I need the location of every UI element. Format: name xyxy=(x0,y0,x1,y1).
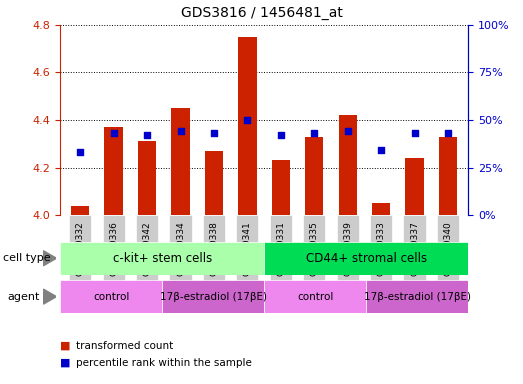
Point xyxy=(377,147,385,154)
Point xyxy=(411,130,419,136)
Text: percentile rank within the sample: percentile rank within the sample xyxy=(76,358,252,368)
Point xyxy=(277,132,285,138)
Text: transformed count: transformed count xyxy=(76,341,173,351)
Bar xyxy=(138,141,156,215)
Bar xyxy=(405,158,424,215)
Bar xyxy=(264,242,468,275)
Point xyxy=(176,128,185,134)
Bar xyxy=(172,108,190,215)
Point xyxy=(444,130,452,136)
Point xyxy=(344,128,352,134)
Text: control: control xyxy=(93,291,129,302)
Bar xyxy=(372,203,390,215)
Bar xyxy=(60,242,264,275)
Text: control: control xyxy=(297,291,333,302)
Text: ■: ■ xyxy=(60,358,71,368)
Bar xyxy=(439,137,457,215)
Text: agent: agent xyxy=(8,291,40,302)
Point xyxy=(310,130,319,136)
Bar xyxy=(205,151,223,215)
Point xyxy=(76,149,84,156)
Bar xyxy=(305,137,323,215)
Text: ■: ■ xyxy=(60,341,71,351)
Text: GDS3816 / 1456481_at: GDS3816 / 1456481_at xyxy=(180,7,343,20)
Point xyxy=(109,130,118,136)
Bar xyxy=(60,280,162,313)
Text: c-kit+ stem cells: c-kit+ stem cells xyxy=(112,252,212,265)
Bar xyxy=(338,115,357,215)
Bar xyxy=(71,205,89,215)
Bar xyxy=(366,280,468,313)
Text: 17β-estradiol (17βE): 17β-estradiol (17βE) xyxy=(363,291,471,302)
Bar xyxy=(105,127,123,215)
Text: cell type: cell type xyxy=(3,253,50,263)
Point xyxy=(143,132,151,138)
Bar xyxy=(238,37,257,215)
Bar xyxy=(271,161,290,215)
Point xyxy=(210,130,218,136)
Polygon shape xyxy=(43,289,56,304)
Text: CD44+ stromal cells: CD44+ stromal cells xyxy=(305,252,427,265)
Text: 17β-estradiol (17βE): 17β-estradiol (17βE) xyxy=(160,291,267,302)
Point xyxy=(243,117,252,123)
Bar xyxy=(264,280,366,313)
Bar xyxy=(162,280,264,313)
Polygon shape xyxy=(43,251,56,266)
